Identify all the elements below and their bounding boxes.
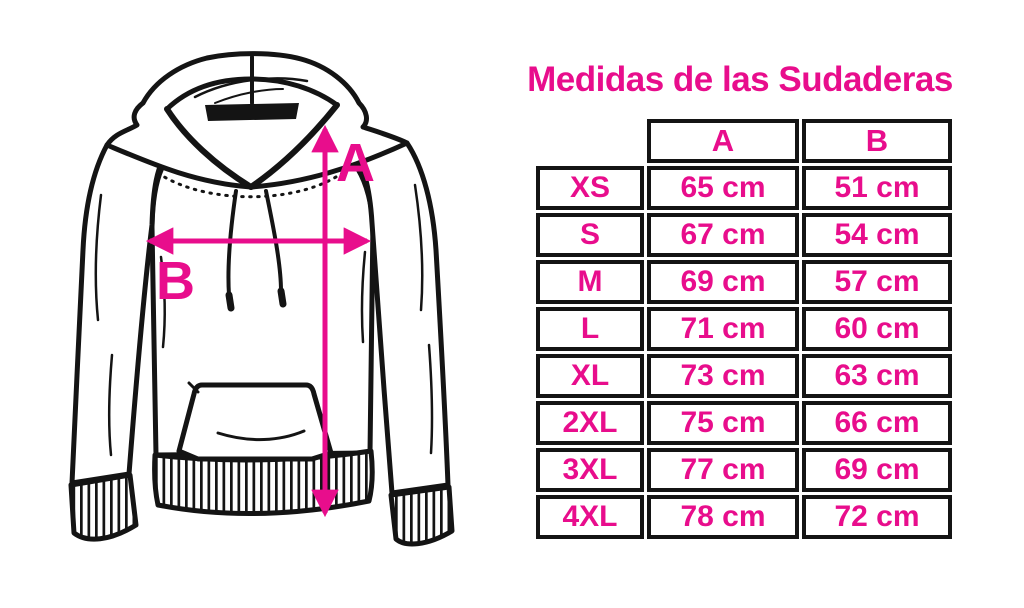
- page-title: Medidas de las Sudaderas: [527, 60, 953, 99]
- table-row: 4XL 78 cm 72 cm: [536, 495, 952, 539]
- size-cell: L: [536, 307, 644, 351]
- measure-a-cell: 75 cm: [647, 401, 799, 445]
- table-header-row: A B: [536, 119, 952, 163]
- header-spacer-cell: [536, 119, 644, 163]
- table-row: S 67 cm 54 cm: [536, 213, 952, 257]
- body-crease-right: [360, 250, 367, 344]
- hood-crease-1: [193, 77, 309, 99]
- table-row: XS 65 cm 51 cm: [536, 166, 952, 210]
- drawstring-left-aglet: [225, 291, 235, 312]
- measure-b-cell: 51 cm: [802, 166, 952, 210]
- measure-b-cell: 72 cm: [802, 495, 952, 539]
- measure-b-cell: 63 cm: [802, 354, 952, 398]
- hood-inner-collar: [205, 103, 299, 121]
- cuff-left: [68, 472, 139, 542]
- size-cell: XL: [536, 354, 644, 398]
- hood-edge-right: [248, 102, 340, 190]
- measure-b-cell: 60 cm: [802, 307, 952, 351]
- header-col-b: B: [802, 119, 952, 163]
- measure-b-cell: 69 cm: [802, 448, 952, 492]
- table-row: 3XL 77 cm 69 cm: [536, 448, 952, 492]
- measurement-label-a: A: [336, 133, 375, 193]
- kangaroo-pocket: [176, 382, 334, 462]
- measure-a-cell: 67 cm: [647, 213, 799, 257]
- table-row: M 69 cm 57 cm: [536, 260, 952, 304]
- size-cell: 2XL: [536, 401, 644, 445]
- header-col-a: A: [647, 119, 799, 163]
- sleeve-crease-right-1: [413, 183, 424, 312]
- measurement-label-b: B: [156, 251, 195, 311]
- measure-b-cell: 66 cm: [802, 401, 952, 445]
- measure-a-cell: 78 cm: [647, 495, 799, 539]
- sleeve-crease-left-2: [107, 353, 114, 457]
- size-cell: 4XL: [536, 495, 644, 539]
- size-cell: XS: [536, 166, 644, 210]
- cuff-right: [388, 484, 455, 547]
- hood-crease-2: [214, 88, 284, 104]
- table-row: XL 73 cm 63 cm: [536, 354, 952, 398]
- hood-edge-left: [164, 106, 254, 190]
- drawstring-right-aglet: [277, 287, 287, 308]
- hoodie-size-diagram: A B: [68, 51, 455, 547]
- measure-a-cell: 77 cm: [647, 448, 799, 492]
- pocket-crease: [216, 429, 306, 441]
- measure-a-cell: 73 cm: [647, 354, 799, 398]
- pocket-corner-tick: [187, 381, 200, 394]
- size-cell: S: [536, 213, 644, 257]
- body-crease-left: [159, 255, 166, 349]
- measure-a-cell: 71 cm: [647, 307, 799, 351]
- size-cell: M: [536, 260, 644, 304]
- measure-b-cell: 57 cm: [802, 260, 952, 304]
- size-cell: 3XL: [536, 448, 644, 492]
- measure-a-cell: 65 cm: [647, 166, 799, 210]
- sleeve-crease-right-2: [427, 343, 434, 455]
- measure-b-cell: 54 cm: [802, 213, 952, 257]
- table-row: 2XL 75 cm 66 cm: [536, 401, 952, 445]
- measure-a-cell: 69 cm: [647, 260, 799, 304]
- sleeve-crease-left-1: [94, 193, 103, 322]
- size-table: A B XS 65 cm 51 cm S 67 cm 54 cm M 69 cm…: [533, 116, 955, 542]
- table-row: L 71 cm 60 cm: [536, 307, 952, 351]
